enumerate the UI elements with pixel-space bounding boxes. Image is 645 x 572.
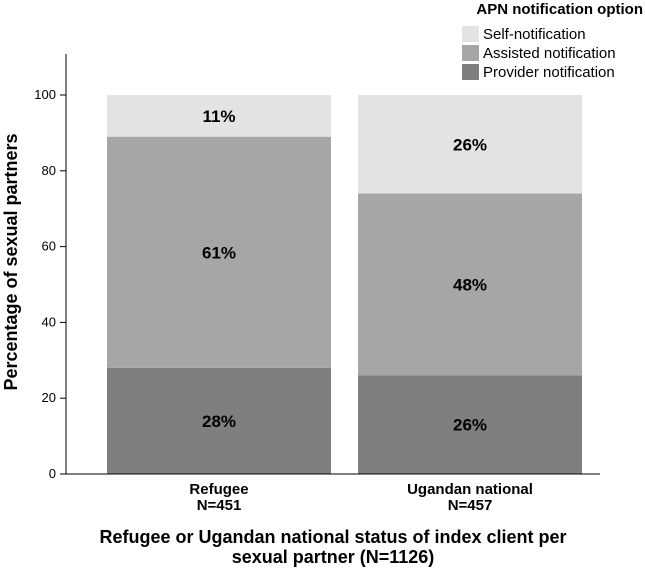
legend-label-provider-notification: Provider notification [483,64,615,81]
bar-segment-ugandan-national-provider-notification [358,375,582,474]
y-axis-label: Percentage of sexual partners [1,133,21,390]
bar-segment-ugandan-national-assisted-notification [358,193,582,376]
bars-layer [107,95,582,474]
data-label-refugee-assisted-notification: 61% [202,243,236,262]
legend-swatch-assisted-notification [462,45,479,61]
y-tick-label: 80 [42,163,56,178]
legend-swatch-self-notification [462,26,479,42]
bar-segment-refugee-provider-notification [107,367,331,474]
y-tick-label: 0 [49,466,56,481]
data-label-ugandan-national-provider-notification: 26% [453,416,487,435]
y-tick-label: 60 [42,239,56,254]
legend-title: APN notification option [476,1,643,18]
bar-segment-refugee-self-notification [107,95,331,137]
category-label-ugandan-national: Ugandan national [407,481,533,498]
legend-swatch-provider-notification [462,64,479,80]
y-ticks: 0 20 40 60 80 100 [34,87,66,481]
legend-label-self-notification: Self-notification [483,26,586,43]
legend: APN notification option Self-notificatio… [462,1,643,81]
category-sublabel-refugee: N=451 [197,497,242,514]
data-label-ugandan-national-assisted-notification: 48% [453,276,487,295]
legend-label-assisted-notification: Assisted notification [483,45,616,62]
y-tick-label: 20 [42,390,56,405]
bar-segment-refugee-assisted-notification [107,136,331,368]
category-sublabel-ugandan-national: N=457 [448,497,493,514]
y-tick-label: 40 [42,314,56,329]
data-labels: 28% 61% 11% 26% 48% 26% [202,107,487,435]
data-label-refugee-self-notification: 11% [202,107,235,126]
x-axis-label-line-2: sexual partner (N=1126) [232,547,435,567]
axes-layer [65,54,600,475]
data-label-ugandan-national-self-notification: 26% [453,135,487,154]
y-tick-label: 100 [34,87,56,102]
category-label-refugee: Refugee [189,481,248,498]
x-axis-label-line-1: Refugee or Ugandan national status of in… [99,527,566,547]
bar-segment-ugandan-national-self-notification [358,95,582,194]
data-label-refugee-provider-notification: 28% [202,412,236,431]
